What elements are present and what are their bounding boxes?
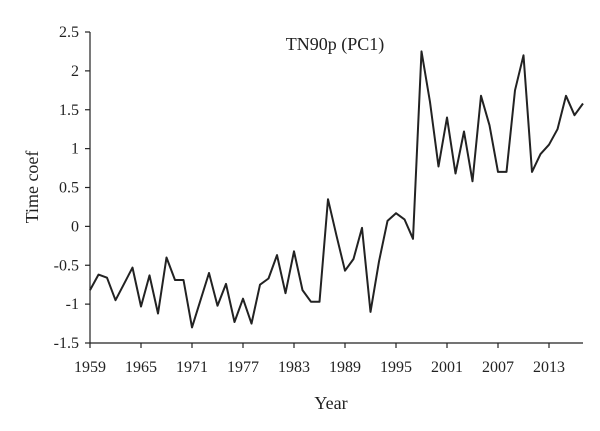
data-point — [327, 198, 329, 200]
data-point — [98, 274, 100, 276]
data-point — [276, 254, 278, 256]
x-tick-label: 1965 — [125, 359, 157, 376]
data-point — [251, 323, 253, 325]
data-point — [421, 50, 423, 52]
data-point — [395, 212, 397, 214]
data-point — [174, 279, 176, 281]
data-point — [429, 101, 431, 103]
data-point — [157, 313, 159, 315]
data-point — [106, 277, 108, 279]
data-point — [353, 258, 355, 260]
x-tick-label: 1983 — [278, 359, 310, 376]
data-point — [361, 227, 363, 229]
data-point — [268, 278, 270, 280]
data-point — [89, 289, 91, 291]
data-point — [285, 292, 287, 294]
x-axis: 1959 1965 1971 1977 1983 1989 1995 2001 2007 2013 — [74, 342, 583, 376]
y-tick-label: -0.5 — [54, 257, 79, 274]
y-tick-label: -1 — [66, 296, 79, 313]
data-point — [166, 257, 168, 259]
data-point — [183, 279, 185, 281]
y-tick-label: 0.5 — [59, 180, 79, 197]
data-point — [506, 171, 508, 173]
y-tick-label: 2.5 — [59, 24, 79, 41]
data-point — [140, 306, 142, 308]
data-point — [540, 153, 542, 155]
data-point — [115, 299, 117, 301]
data-point — [480, 95, 482, 97]
x-tick-label: 1959 — [74, 359, 106, 376]
data-point — [319, 301, 321, 303]
y-tick-label: -1.5 — [54, 335, 79, 352]
data-point — [531, 171, 533, 173]
data-point — [387, 220, 389, 222]
data-point — [336, 235, 338, 237]
x-tick-label: 1977 — [227, 359, 259, 376]
x-tick-label: 1971 — [176, 359, 208, 376]
data-point — [489, 124, 491, 126]
y-axis: -1.5 -1 -0.5 0 0.5 1 1.5 2 2.5 — [54, 24, 91, 352]
data-point — [132, 267, 134, 269]
data-point — [523, 54, 525, 56]
data-point — [412, 238, 414, 240]
data-point — [557, 128, 559, 130]
data-point — [370, 311, 372, 313]
data-point — [438, 166, 440, 168]
data-point — [497, 171, 499, 173]
data-point — [548, 144, 550, 146]
data-point — [293, 250, 295, 252]
data-point — [404, 218, 406, 220]
data-point — [242, 298, 244, 300]
data-point — [208, 272, 210, 274]
data-point — [446, 117, 448, 119]
y-axis-title: Time coef — [22, 151, 42, 224]
data-point — [302, 289, 304, 291]
chart-title: TN90p (PC1) — [286, 34, 385, 55]
data-point — [259, 284, 261, 286]
x-tick-label: 2013 — [533, 359, 565, 376]
data-point — [514, 89, 516, 91]
data-point — [455, 173, 457, 175]
data-point — [574, 114, 576, 116]
data-point — [225, 283, 227, 285]
y-tick-label: 1 — [71, 141, 79, 158]
x-tick-label: 1995 — [380, 359, 412, 376]
x-axis-title: Year — [314, 393, 347, 413]
x-tick-label: 2007 — [482, 359, 514, 376]
data-point — [200, 299, 202, 301]
data-point — [344, 270, 346, 272]
data-point — [472, 180, 474, 182]
series-line — [89, 50, 584, 329]
data-point — [234, 321, 236, 323]
data-point — [378, 260, 380, 262]
data-point — [191, 326, 193, 328]
data-point — [123, 283, 125, 285]
y-tick-label: 1.5 — [59, 102, 79, 119]
data-point — [149, 274, 151, 276]
data-point — [310, 301, 312, 303]
x-tick-label: 2001 — [431, 359, 463, 376]
data-point — [217, 305, 219, 307]
data-point — [582, 103, 584, 105]
data-point — [463, 131, 465, 133]
data-point — [565, 95, 567, 97]
y-tick-label: 2 — [71, 63, 79, 80]
series-group — [89, 50, 584, 329]
y-tick-label: 0 — [71, 218, 79, 235]
x-tick-label: 1989 — [329, 359, 361, 376]
